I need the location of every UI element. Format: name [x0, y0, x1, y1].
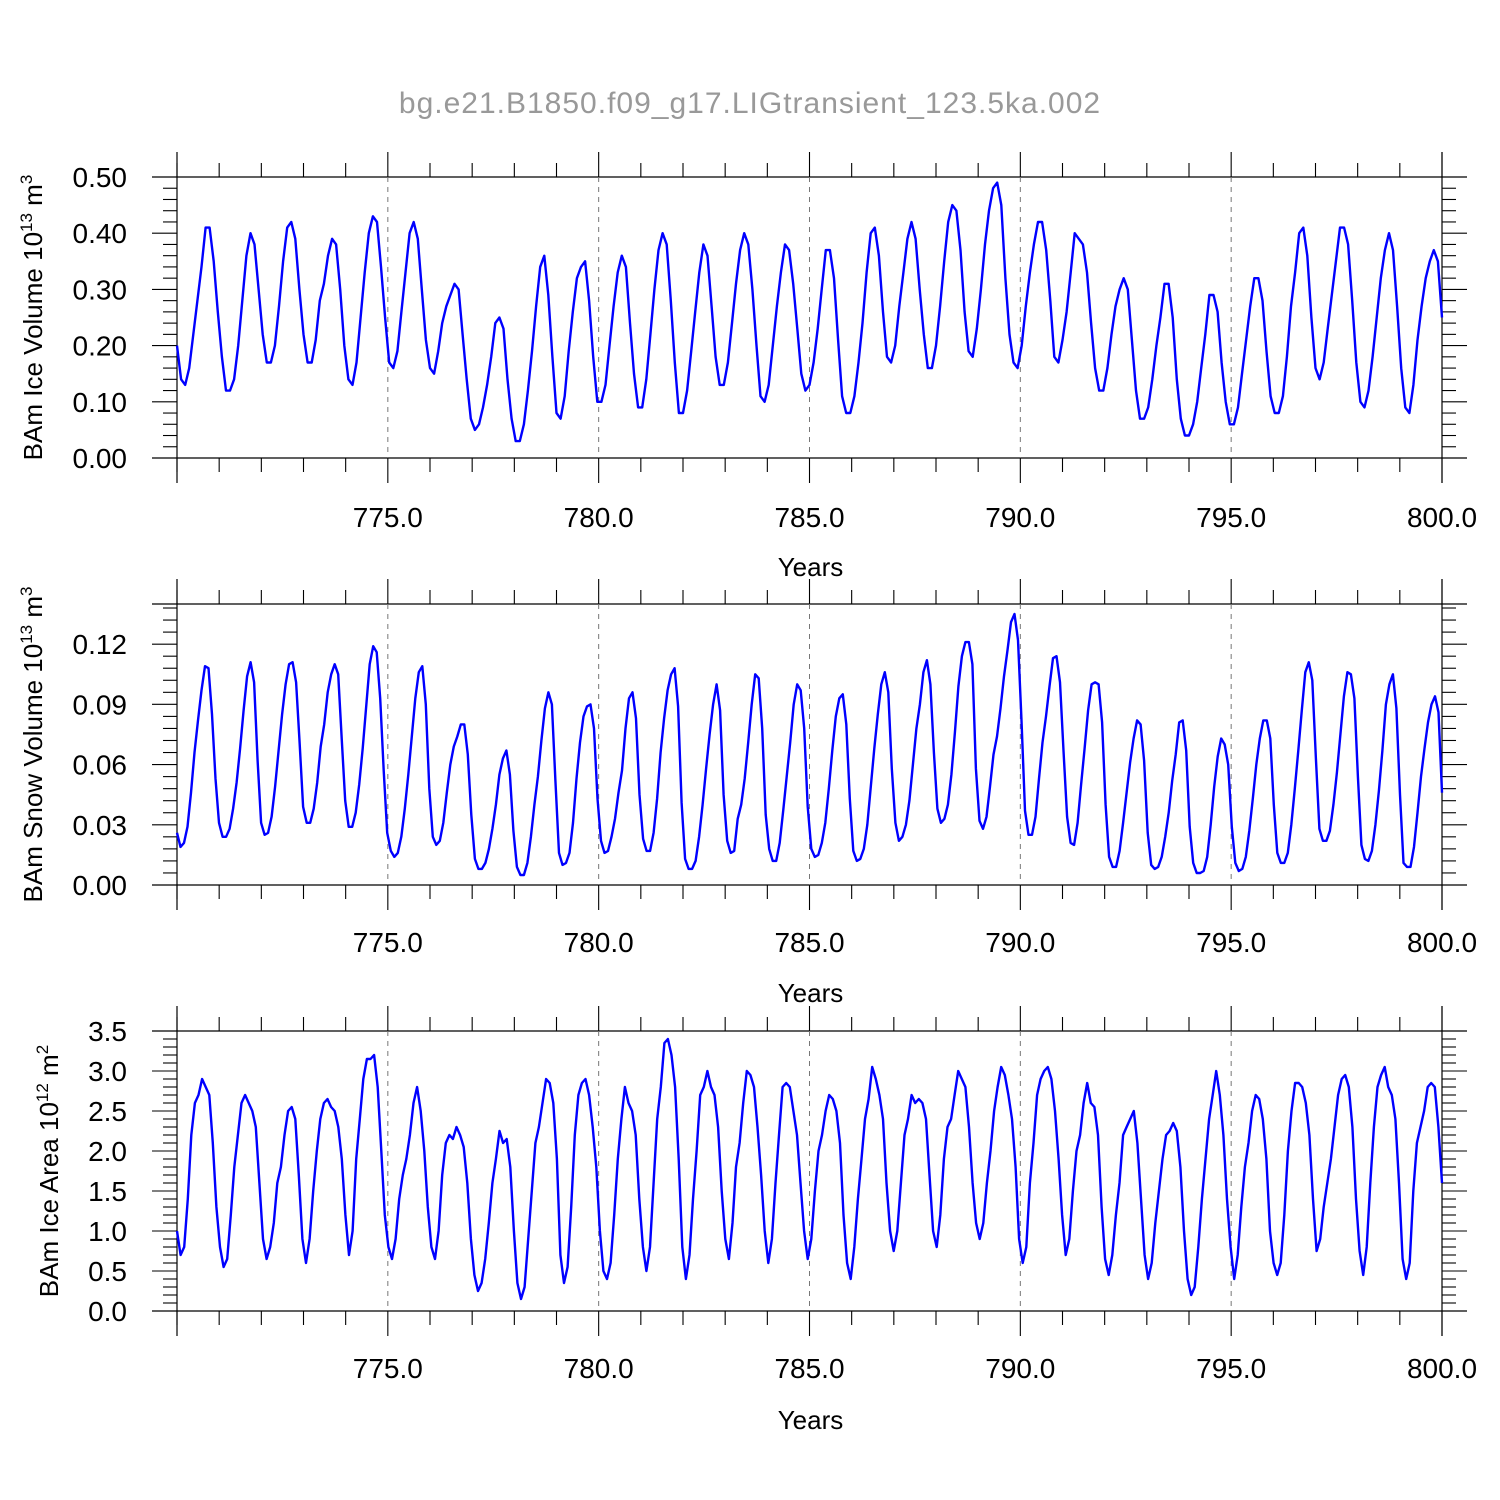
y-tick-label: 1.5 — [88, 1176, 127, 1207]
y-tick-label: 0.12 — [73, 629, 128, 660]
y-tick-label: 2.5 — [88, 1096, 127, 1127]
y-tick-label: 3.5 — [88, 1016, 127, 1047]
y-tick-label: 0.06 — [73, 750, 128, 781]
panel-ice-volume: 775.0 780.0 785.0 790.0 795.0 800.0 0.00 0.10 0.… — [17, 152, 1477, 582]
y-tick-label: 0.50 — [73, 162, 128, 193]
x-tick-label: 795.0 — [1196, 1353, 1266, 1384]
y-tick-label: 0.00 — [73, 870, 128, 901]
x-axis-label: Years — [778, 978, 844, 1008]
x-tick-label: 785.0 — [774, 502, 844, 533]
x-tick-label: 795.0 — [1196, 927, 1266, 958]
figure-title: bg.e21.B1850.f09_g17.LIGtransient_123.5k… — [399, 87, 1101, 120]
x-tick-label: 780.0 — [564, 927, 634, 958]
y-tick-label: 0.00 — [73, 443, 128, 474]
x-tick-label: 800.0 — [1407, 927, 1477, 958]
y-tick-label: 0.5 — [88, 1256, 127, 1287]
panel-snow-volume: 775.0 780.0 785.0 790.0 795.0 800.0 0.00 0.03 0.… — [17, 579, 1477, 1008]
x-tick-label: 795.0 — [1196, 502, 1266, 533]
y-tick-label: 3.0 — [88, 1056, 127, 1087]
x-tick-label: 785.0 — [774, 1353, 844, 1384]
x-tick-label: 775.0 — [353, 502, 423, 533]
x-tick-label: 780.0 — [564, 1353, 634, 1384]
y-tick-label: 2.0 — [88, 1136, 127, 1167]
x-tick-label: 790.0 — [985, 502, 1055, 533]
panel-ice-area: 775.0 780.0 785.0 790.0 795.0 800.0 0.0 0.5 1.0 1… — [33, 1006, 1477, 1435]
x-tick-label: 775.0 — [353, 927, 423, 958]
y-axis-label: BAm Snow Volume 1013 m3 — [17, 587, 48, 903]
y-tick-label: 0.20 — [73, 331, 128, 362]
x-tick-label: 780.0 — [564, 502, 634, 533]
x-axis-label: Years — [778, 1405, 844, 1435]
y-tick-label: 0.03 — [73, 810, 128, 841]
series-line — [175, 181, 1444, 443]
x-axis-label: Years — [778, 552, 844, 582]
y-tick-label: 0.40 — [73, 218, 128, 249]
y-axis-label: BAm Ice Area 1012 m2 — [33, 1045, 64, 1297]
y-tick-label: 0.30 — [73, 274, 128, 305]
x-tick-label: 775.0 — [353, 1353, 423, 1384]
x-tick-label: 800.0 — [1407, 1353, 1477, 1384]
x-tick-label: 785.0 — [774, 927, 844, 958]
series-line — [175, 1037, 1444, 1301]
y-tick-label: 0.10 — [73, 387, 128, 418]
y-tick-label: 0.09 — [73, 689, 128, 720]
y-tick-label: 0.0 — [88, 1296, 127, 1327]
x-tick-label: 790.0 — [985, 927, 1055, 958]
x-tick-label: 790.0 — [985, 1353, 1055, 1384]
y-tick-label: 1.0 — [88, 1216, 127, 1247]
x-tick-label: 800.0 — [1407, 502, 1477, 533]
y-axis-label: BAm Ice Volume 1013 m3 — [17, 175, 48, 461]
series-line — [175, 612, 1444, 877]
